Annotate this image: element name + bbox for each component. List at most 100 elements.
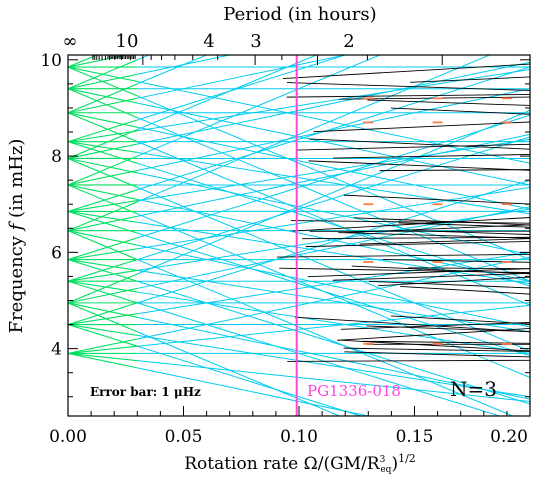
mode-line-low-rotation xyxy=(68,119,138,143)
mode-line-low-rotation xyxy=(68,280,138,304)
mode-line-low-rotation xyxy=(68,66,138,83)
mode-line-low-rotation xyxy=(68,157,138,174)
mode-line-low-rotation xyxy=(68,352,138,362)
top-tick-label: 2 xyxy=(343,31,354,52)
mode-line-high-rotation xyxy=(359,238,530,245)
mode-line-low-rotation xyxy=(68,141,138,154)
mode-line-high-rotation xyxy=(338,232,530,239)
x-axis-title: Rotation rate Ω/(GM/R3 eq)1/2 xyxy=(184,452,416,475)
mode-line-low-rotation xyxy=(68,66,138,97)
mode-line xyxy=(137,141,530,306)
mode-line-low-rotation xyxy=(68,338,138,354)
mode-line xyxy=(137,345,363,416)
mode-line-low-rotation xyxy=(68,352,138,369)
mode-line-low-rotation xyxy=(68,184,138,215)
x-tick-label: 0.05 xyxy=(165,427,203,447)
x-tick-label: 0.15 xyxy=(396,427,434,447)
mode-line-low-rotation xyxy=(68,129,138,159)
y-tick-label: 4 xyxy=(51,340,62,360)
mode-line-high-rotation xyxy=(313,121,530,133)
mode-line xyxy=(137,304,530,347)
mode-line-low-rotation xyxy=(68,143,138,160)
mode-line xyxy=(137,136,530,261)
mode-line xyxy=(137,61,530,145)
x-tick-label: 0.10 xyxy=(280,427,318,447)
mode-line-high-rotation xyxy=(408,267,530,270)
y-tick-label: 8 xyxy=(51,147,62,167)
mode-line-high-rotation xyxy=(282,63,530,80)
mode-line-high-rotation xyxy=(367,99,530,106)
x-tick-label: 0.00 xyxy=(49,427,87,447)
mode-line xyxy=(137,114,530,239)
mode-line-high-rotation xyxy=(305,240,530,248)
top-tick-label: ∞ xyxy=(63,31,78,52)
mode-line-high-rotation xyxy=(294,316,530,333)
top-axis-title: Period (in hours) xyxy=(223,4,376,25)
mode-line-high-rotation xyxy=(353,217,530,226)
mode-line xyxy=(137,206,530,289)
mode-line xyxy=(137,367,371,416)
mode-line-low-rotation xyxy=(68,169,138,186)
mode-line xyxy=(137,151,530,215)
mode-line xyxy=(137,259,514,416)
mode-line-high-rotation xyxy=(344,224,530,234)
n-label: N=3 xyxy=(450,377,497,401)
plot-background xyxy=(68,55,530,416)
mode-line xyxy=(137,316,530,400)
mode-line xyxy=(137,280,530,405)
mode-line-high-rotation xyxy=(378,276,530,287)
mode-line-low-rotation xyxy=(68,273,138,304)
plot-frame xyxy=(67,54,531,417)
mode-line-high-rotation xyxy=(308,138,530,150)
mode-line-low-rotation xyxy=(68,88,138,119)
mode-line xyxy=(137,334,530,398)
mode-line-low-rotation xyxy=(68,324,138,347)
mode-line xyxy=(137,251,530,315)
mode-line-low-rotation xyxy=(68,141,138,164)
mode-line-high-rotation xyxy=(286,93,530,98)
x-tick-label: 0.20 xyxy=(490,427,528,447)
mode-line-low-rotation xyxy=(68,302,138,333)
mode-line-low-rotation xyxy=(68,230,138,246)
mode-line-high-rotation xyxy=(369,280,530,289)
mode-line-high-rotation xyxy=(412,230,530,235)
mode-line-high-rotation xyxy=(391,107,530,115)
mode-line-low-rotation xyxy=(68,259,138,271)
mode-line-high-rotation xyxy=(292,217,530,232)
mode-line xyxy=(137,55,318,131)
mode-line-low-rotation xyxy=(68,259,138,282)
mode-line-low-rotation xyxy=(68,210,138,234)
mode-line xyxy=(137,302,501,416)
mode-line xyxy=(137,269,530,333)
mode-line-high-rotation xyxy=(276,253,530,258)
mode-line-low-rotation xyxy=(68,248,138,261)
mode-line-high-rotation xyxy=(366,325,530,333)
mode-line xyxy=(137,102,530,186)
mode-line-low-rotation xyxy=(68,324,138,336)
mode-line-high-rotation xyxy=(291,220,530,224)
mode-line-low-rotation xyxy=(68,302,138,318)
y-tick-label: 6 xyxy=(51,243,62,263)
mode-line-high-rotation xyxy=(287,359,530,362)
star-label: PG1336-018 xyxy=(307,382,401,400)
mode-line-high-rotation xyxy=(338,339,530,352)
mode-line-high-rotation xyxy=(398,222,530,228)
mode-line xyxy=(137,186,530,250)
mode-line-high-rotation xyxy=(337,328,530,341)
mode-line-high-rotation xyxy=(410,76,530,83)
mode-line-high-rotation xyxy=(302,236,530,240)
mode-line xyxy=(137,133,530,217)
mode-line-high-rotation xyxy=(308,160,530,171)
mode-line-low-rotation xyxy=(68,280,138,293)
y-axis-title: Frequency f (in mHz) xyxy=(6,139,27,334)
mode-line xyxy=(137,55,208,85)
top-tick-label: 10 xyxy=(116,31,139,52)
mode-line xyxy=(137,198,530,282)
mode-line xyxy=(137,291,530,354)
mode-line-low-rotation xyxy=(68,189,138,212)
mode-line-high-rotation xyxy=(332,272,530,281)
mode-line xyxy=(137,221,530,285)
y-tick-label: 10 xyxy=(40,51,62,71)
mode-line-high-rotation xyxy=(333,154,530,159)
